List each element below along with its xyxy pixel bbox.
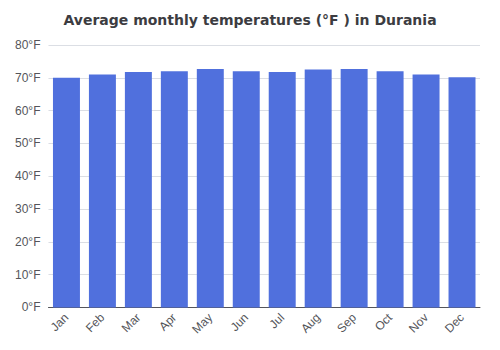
svg-text:Oct: Oct: [372, 310, 396, 334]
svg-text:Sep: Sep: [334, 310, 359, 335]
svg-text:Apr: Apr: [156, 311, 179, 334]
svg-text:50°F: 50°F: [15, 136, 40, 150]
svg-text:10°F: 10°F: [15, 268, 40, 282]
svg-text:Mar: Mar: [119, 311, 144, 335]
svg-text:20°F: 20°F: [15, 235, 40, 249]
svg-text:May: May: [189, 311, 215, 337]
svg-text:60°F: 60°F: [15, 104, 40, 118]
svg-text:Jan: Jan: [48, 311, 72, 335]
svg-text:Aug: Aug: [298, 311, 323, 336]
svg-text:Nov: Nov: [406, 311, 431, 336]
svg-text:Dec: Dec: [442, 311, 467, 336]
svg-text:Feb: Feb: [83, 310, 108, 335]
svg-text:Jun: Jun: [228, 311, 252, 335]
svg-text:40°F: 40°F: [15, 169, 40, 183]
svg-text:80°F: 80°F: [15, 38, 40, 52]
svg-text:70°F: 70°F: [15, 71, 40, 85]
svg-text:Jul: Jul: [266, 311, 287, 332]
svg-text:30°F: 30°F: [15, 202, 40, 216]
svg-text:0°F: 0°F: [22, 300, 41, 314]
svg-text:Average monthly temperatures (: Average monthly temperatures (°F ) in Du…: [63, 12, 436, 28]
